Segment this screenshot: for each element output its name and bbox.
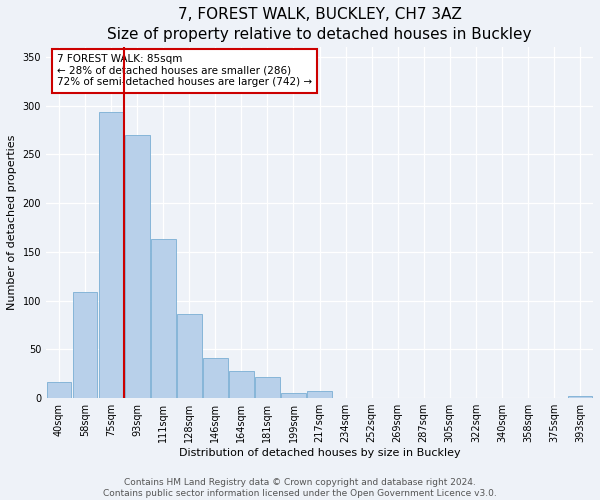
Bar (125, 135, 149, 398)
Bar (73, 292, 97, 398)
Bar (255, 376, 280, 398)
Bar (307, 392, 332, 398)
Bar (151, 239, 176, 398)
Bar (47, 382, 71, 398)
Bar (281, 394, 306, 398)
Y-axis label: Number of detached properties: Number of detached properties (7, 135, 17, 310)
Text: Contains HM Land Registry data © Crown copyright and database right 2024.
Contai: Contains HM Land Registry data © Crown c… (103, 478, 497, 498)
Bar (203, 358, 227, 398)
Bar (177, 314, 202, 398)
Bar (99, 112, 124, 398)
X-axis label: Distribution of detached houses by size in Buckley: Distribution of detached houses by size … (179, 448, 460, 458)
Text: 7 FOREST WALK: 85sqm
← 28% of detached houses are smaller (286)
72% of semi-deta: 7 FOREST WALK: 85sqm ← 28% of detached h… (57, 54, 312, 88)
Title: 7, FOREST WALK, BUCKLEY, CH7 3AZ
Size of property relative to detached houses in: 7, FOREST WALK, BUCKLEY, CH7 3AZ Size of… (107, 7, 532, 42)
Bar (229, 371, 254, 398)
Bar (568, 396, 592, 398)
